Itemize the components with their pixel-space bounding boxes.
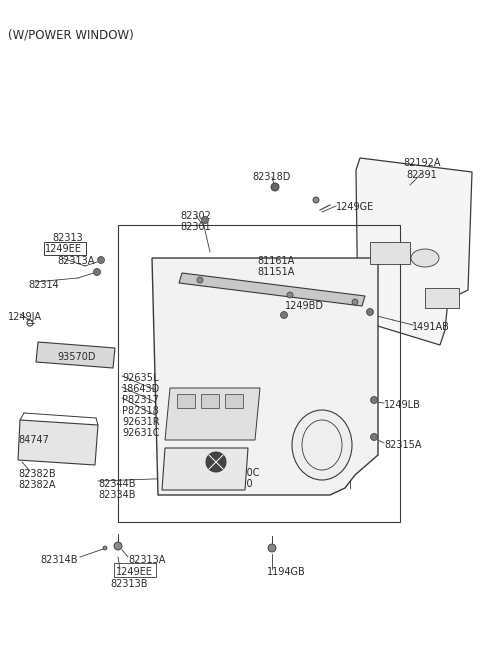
Ellipse shape: [292, 410, 352, 480]
Bar: [44, 242, 86, 255]
Text: 82344B: 82344B: [98, 479, 135, 489]
Text: 82313A: 82313A: [128, 555, 166, 565]
Bar: [225, 394, 243, 408]
Text: 1249JA: 1249JA: [8, 312, 42, 322]
Text: 1249BD: 1249BD: [285, 301, 324, 311]
Circle shape: [371, 434, 377, 440]
Circle shape: [371, 396, 377, 403]
Bar: [201, 394, 219, 408]
Text: 93570D: 93570D: [57, 352, 96, 362]
Text: 96320C: 96320C: [222, 468, 260, 478]
Polygon shape: [165, 388, 260, 440]
Text: 18643D: 18643D: [122, 384, 160, 394]
Circle shape: [352, 299, 358, 305]
Circle shape: [280, 312, 288, 319]
Text: 82391: 82391: [407, 170, 437, 180]
Text: 1249LB: 1249LB: [384, 400, 421, 410]
Text: 82301: 82301: [180, 222, 211, 232]
Polygon shape: [162, 448, 248, 490]
Text: P82318: P82318: [122, 406, 159, 416]
Text: 1249EE: 1249EE: [45, 244, 82, 254]
Text: 82382A: 82382A: [18, 480, 56, 490]
Bar: [425, 288, 459, 308]
Text: 1194GB: 1194GB: [267, 567, 306, 577]
Text: 82314B: 82314B: [40, 555, 77, 565]
Text: 1249GE: 1249GE: [336, 202, 374, 212]
Polygon shape: [36, 342, 115, 368]
Bar: [114, 563, 156, 577]
Polygon shape: [356, 158, 472, 345]
Text: 82334B: 82334B: [98, 490, 135, 500]
Circle shape: [271, 183, 279, 191]
Text: 82313A: 82313A: [57, 256, 95, 266]
Text: 82315A: 82315A: [384, 440, 421, 450]
Text: 82302: 82302: [180, 211, 211, 221]
Text: 96310: 96310: [222, 479, 252, 489]
Bar: [118, 225, 400, 522]
Circle shape: [197, 277, 203, 283]
Text: 92631C: 92631C: [122, 428, 159, 438]
Circle shape: [287, 292, 293, 298]
Circle shape: [268, 544, 276, 552]
Circle shape: [202, 216, 208, 224]
Ellipse shape: [411, 249, 439, 267]
Text: 81161A: 81161A: [257, 256, 294, 266]
Polygon shape: [18, 420, 98, 465]
Text: 82318D: 82318D: [253, 172, 291, 182]
Text: 92631R: 92631R: [122, 417, 160, 427]
Text: 1491AB: 1491AB: [412, 322, 450, 332]
Text: 82313: 82313: [52, 233, 83, 243]
Circle shape: [206, 452, 226, 472]
Circle shape: [103, 546, 107, 550]
Text: 82313B: 82313B: [110, 579, 147, 589]
Text: 81151A: 81151A: [257, 267, 294, 277]
Circle shape: [313, 197, 319, 203]
Text: (W/POWER WINDOW): (W/POWER WINDOW): [8, 28, 134, 41]
Text: 82314: 82314: [28, 280, 59, 290]
Circle shape: [114, 542, 122, 550]
Text: 1249EE: 1249EE: [116, 567, 153, 577]
Circle shape: [367, 308, 373, 316]
Bar: [370, 242, 410, 264]
Polygon shape: [179, 273, 365, 306]
Bar: [177, 394, 195, 408]
Text: P82317: P82317: [122, 395, 159, 405]
Circle shape: [97, 256, 105, 264]
Polygon shape: [152, 258, 378, 495]
Text: 82382B: 82382B: [18, 469, 56, 479]
Text: 82192A: 82192A: [403, 158, 441, 168]
Text: 84747: 84747: [18, 435, 49, 445]
Text: 92635L: 92635L: [122, 373, 158, 383]
Circle shape: [94, 268, 100, 276]
